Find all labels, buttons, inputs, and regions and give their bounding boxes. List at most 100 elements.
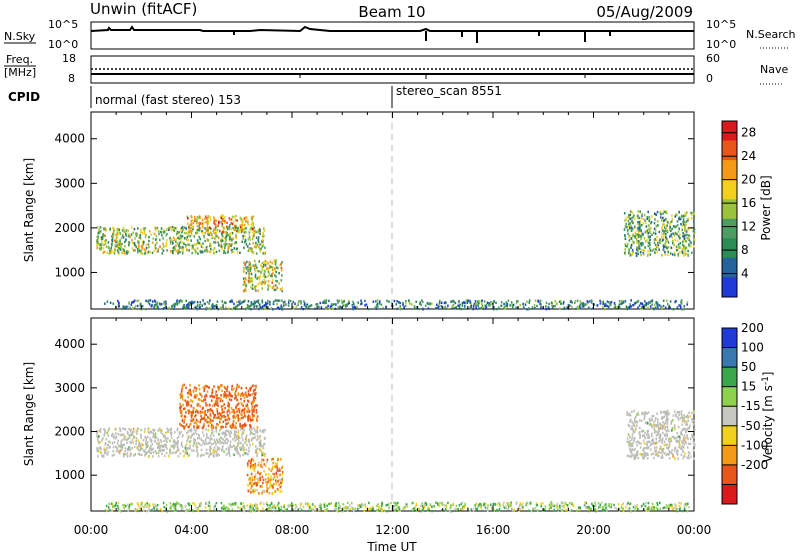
scatter-cell [192,221,195,225]
scatter-cell [244,391,247,394]
scatter-cell [121,229,124,232]
scatter-cell [672,242,674,245]
scatter-cell [224,440,226,443]
scatter-cell [97,236,99,239]
scatter-cell [100,448,102,451]
scatter-cell [566,504,568,507]
scatter-cell [253,232,255,236]
scatter-cell [237,304,240,307]
scatter-cell [632,215,635,219]
scatter-cell [250,277,252,280]
scatter-cell [281,290,283,293]
scatter-cell [679,444,681,448]
scatter-cell [628,441,630,444]
scatter-cell [636,453,638,456]
scatter-cell [280,466,283,470]
scatter-cell [693,238,696,241]
scatter-cell [118,243,121,246]
scatter-cell [677,425,680,429]
scatter-cell [674,215,676,218]
scatter-cell [157,455,160,458]
scatter-cell [133,454,135,457]
scatter-cell [204,231,206,235]
scatter-cell [246,245,249,248]
scatter-cell [323,503,325,506]
scatter-cell [306,303,309,306]
scatter-cell [245,284,248,287]
scatter-cell [372,507,374,511]
scatter-cell [235,430,238,434]
scatter-cell [631,448,634,451]
scatter-cell [108,427,110,430]
scatter-cell [203,385,206,389]
scatter-cell [117,507,119,510]
scatter-cell [275,479,277,482]
scatter-cell [659,435,661,438]
scatter-cell [632,430,635,433]
scatter-cell [276,299,278,302]
scatter-cell [154,440,156,443]
scatter-cell [602,302,604,306]
scatter-cell [440,501,442,505]
scatter-cell [658,248,660,251]
scatter-cell [206,250,209,253]
scatter-cell [272,478,275,481]
scatter-cell [206,403,208,407]
scatter-cell [221,408,223,411]
scatter-cell [222,228,225,231]
scatter-cell [135,234,138,237]
scatter-cell [658,304,661,307]
scatter-cell [257,269,259,273]
scatter-cell [255,411,258,414]
scatter-cell [235,226,238,229]
scatter-cell [185,299,187,303]
scatter-cell [665,225,667,228]
scatter-cell [206,300,209,304]
scatter-cell [215,234,217,237]
scatter-cell [633,455,635,458]
scatter-cell [260,264,262,267]
scatter-cell [166,239,168,242]
scatter-cell [235,241,237,244]
scatter-cell [659,426,661,430]
scatter-cell [681,428,683,432]
scatter-cell [193,425,195,428]
scatter-cell [231,425,234,428]
scatter-cell [116,229,119,232]
scatter-cell [198,224,201,227]
scatter-cell [653,303,656,307]
scatter-cell [276,303,278,306]
scatter-cell [637,306,639,309]
scatter-cell [646,238,648,242]
scatter-cell [229,236,231,239]
scatter-cell [586,506,589,509]
scatter-cell [206,219,209,222]
scatter-cell [263,261,265,264]
scatter-cell [181,441,183,444]
scatter-cell [484,503,486,506]
scatter-cell [128,241,131,244]
scatter-cell [227,401,230,405]
scatter-cell [214,304,216,308]
scatter-cell [259,275,261,278]
scatter-cell [120,247,123,250]
scatter-cell [216,229,219,232]
scatter-cell [264,280,267,283]
scatter-cell [252,418,254,421]
scatter-cell [111,235,113,238]
scatter-cell [661,439,663,442]
scatter-cell [440,509,443,512]
scatter-cell [206,221,209,225]
scatter-cell [228,502,231,506]
scatter-cell [458,306,461,309]
scatter-cell [208,386,210,389]
scatter-cell [661,425,663,428]
scatter-cell [460,307,463,311]
scatter-cell [139,305,142,308]
scatter-cell [660,423,662,426]
scatter-cell [196,304,199,307]
scatter-cell [371,505,373,509]
scatter-cell [273,284,275,288]
scatter-cell [669,235,671,238]
scatter-cell [490,503,492,506]
